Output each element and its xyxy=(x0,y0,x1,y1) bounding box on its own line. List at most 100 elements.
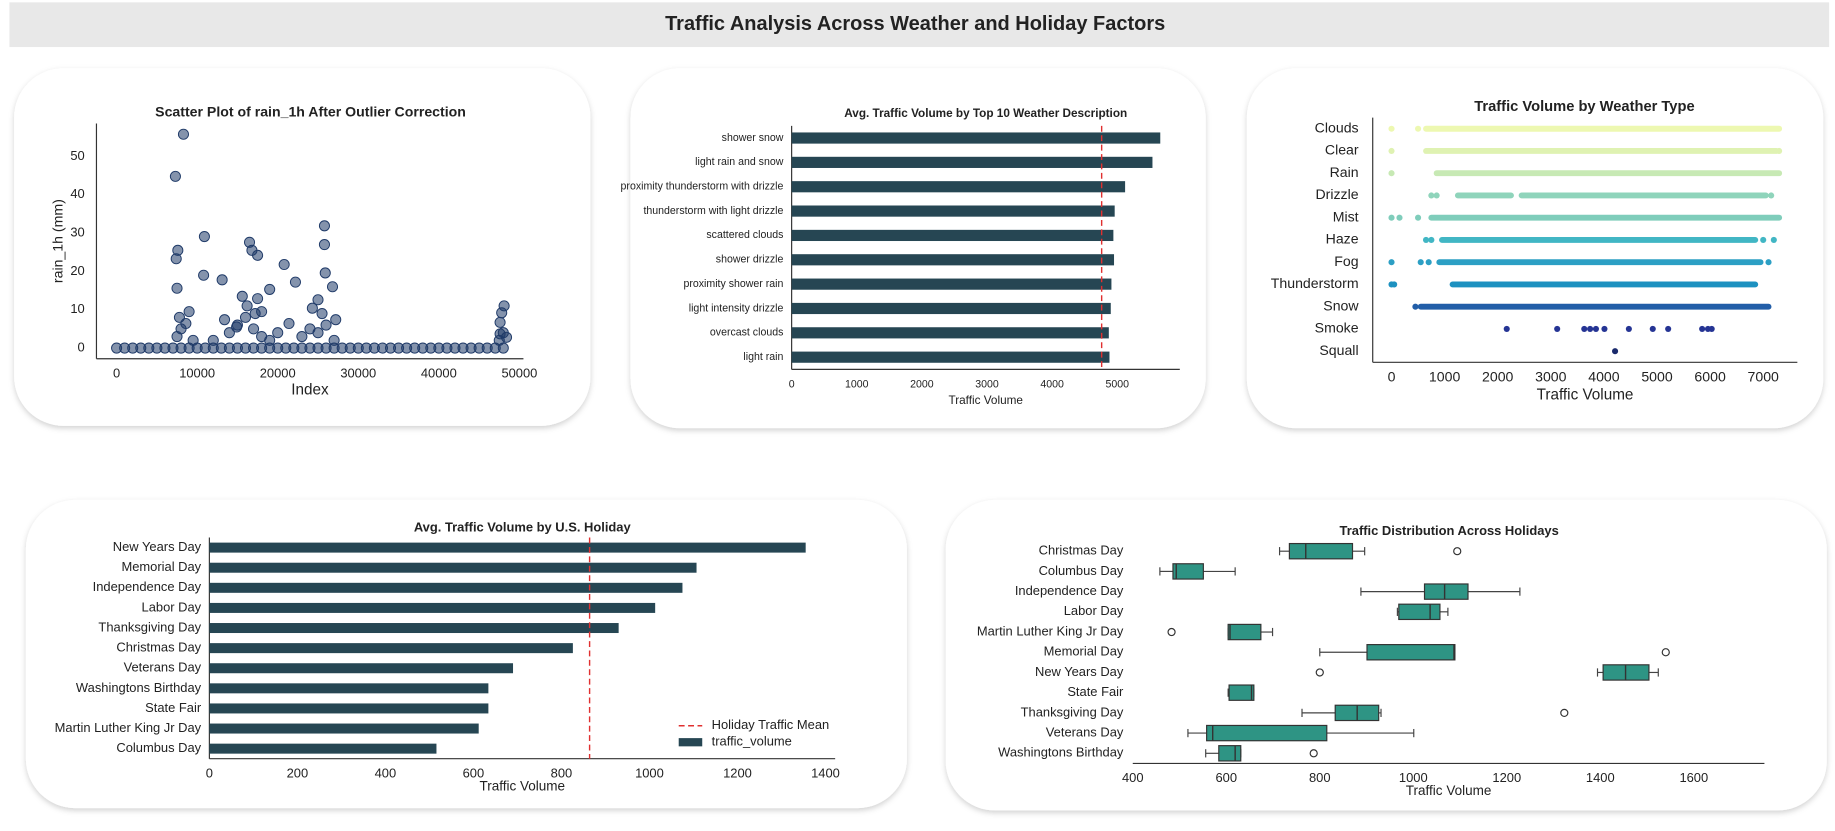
y-tick-label: Rain xyxy=(1330,164,1359,180)
x-tick-label: 400 xyxy=(1122,770,1144,785)
bar xyxy=(209,723,479,734)
scatter-point xyxy=(231,319,243,331)
scatter-point xyxy=(252,293,264,305)
strip-point xyxy=(1581,325,1588,332)
bar xyxy=(791,132,1161,144)
scatter-point xyxy=(496,307,508,319)
y-tick-label: proximity shower rain xyxy=(683,278,783,290)
scatter-point xyxy=(170,253,182,265)
y-tick-label: Clouds xyxy=(1315,119,1359,135)
x-tick-label: 3000 xyxy=(975,378,999,390)
x-tick-label: 600 xyxy=(1215,770,1237,785)
scatter-point xyxy=(223,327,235,339)
strip-point xyxy=(1388,170,1395,177)
box xyxy=(1423,583,1469,600)
strip-point xyxy=(1428,236,1435,244)
x-tick-label: 2000 xyxy=(910,378,934,390)
x-axis-label: Traffic Volume xyxy=(1406,783,1492,798)
strip-point xyxy=(1699,325,1706,332)
scatter-point xyxy=(264,334,276,346)
x-axis-label: Index xyxy=(291,382,329,399)
y-tick-label: Labor Day xyxy=(1064,603,1124,618)
strip-point xyxy=(1776,147,1783,155)
scatter-point xyxy=(216,274,228,286)
bar xyxy=(791,181,1126,193)
strip-point xyxy=(1396,214,1403,221)
x-tick-label: 400 xyxy=(375,765,397,780)
strip-point xyxy=(1415,214,1422,221)
layout: Traffic Analysis Across Weather and Holi… xyxy=(9,2,1830,811)
page-title: Traffic Analysis Across Weather and Holi… xyxy=(665,13,1165,35)
y-tick-label: light rain xyxy=(743,351,783,363)
strip-point xyxy=(1503,325,1510,332)
x-tick-label: 4000 xyxy=(1588,368,1620,384)
strip-point xyxy=(1587,325,1594,332)
y-tick-label: Thunderstorm xyxy=(1271,275,1359,291)
outlier xyxy=(1661,648,1670,657)
strip-point xyxy=(1433,192,1440,199)
scatter-point xyxy=(312,327,324,339)
x-tick-label: 800 xyxy=(551,765,573,780)
strip-point xyxy=(1425,259,1432,266)
bar xyxy=(209,643,573,654)
scatter-point xyxy=(239,311,252,323)
strip-point xyxy=(1765,259,1772,266)
y-tick-label: Thanksgiving Day xyxy=(1021,704,1124,719)
scatter-point xyxy=(207,334,219,346)
box xyxy=(1218,745,1242,762)
y-tick-label: Columbus Day xyxy=(1039,563,1124,578)
outlier xyxy=(1309,749,1318,758)
x-axis-label: Traffic Volume xyxy=(479,779,565,794)
strip-point xyxy=(1625,325,1632,332)
y-tick-label: proximity thunderstorm with drizzle xyxy=(621,181,784,193)
y-tick-label: 20 xyxy=(70,263,84,278)
bar xyxy=(209,542,806,553)
y-tick-label: 10 xyxy=(70,301,84,316)
strip-point xyxy=(1612,348,1619,355)
chart-title: Traffic Volume by Weather Type xyxy=(1474,99,1694,115)
y-tick-label: Smoke xyxy=(1315,320,1359,336)
y-tick-label: 30 xyxy=(70,225,84,240)
box xyxy=(1288,542,1354,560)
box xyxy=(1366,644,1456,661)
legend-swatch xyxy=(678,738,703,747)
scatter-point xyxy=(326,281,339,293)
strip-point xyxy=(1422,236,1430,244)
x-tick-label: 0 xyxy=(206,765,213,780)
scatter-point xyxy=(306,302,318,314)
x-tick-label: 1200 xyxy=(1492,770,1521,785)
legend-label: traffic_volume xyxy=(712,734,792,749)
strip-point xyxy=(1412,303,1419,310)
y-tick-label: Drizzle xyxy=(1315,186,1358,202)
scatter-point xyxy=(328,334,340,346)
chart-title: Scatter Plot of rain_1h After Outlier Co… xyxy=(155,104,466,120)
y-tick-label: Memorial Day xyxy=(1044,644,1124,659)
bar xyxy=(209,562,697,573)
scatter-point xyxy=(236,290,248,302)
scatter-point xyxy=(241,300,253,312)
scatter-point xyxy=(252,249,264,261)
box xyxy=(1227,623,1262,641)
y-tick-label: State Fair xyxy=(1067,684,1124,699)
y-tick-label: 0 xyxy=(78,339,85,354)
strip-point xyxy=(1665,325,1672,332)
x-tick-label: 1000 xyxy=(1399,770,1428,785)
scatter-point xyxy=(175,323,187,335)
y-tick-label: 40 xyxy=(70,186,84,201)
x-tick-label: 200 xyxy=(287,765,309,780)
strip-point xyxy=(1388,214,1395,221)
bar xyxy=(791,254,1115,266)
outlier xyxy=(1167,627,1176,637)
bar xyxy=(791,302,1111,315)
header-bar xyxy=(9,2,1830,48)
x-tick-label: 7000 xyxy=(1748,368,1780,384)
scatter-point xyxy=(318,239,330,251)
outlier xyxy=(1315,668,1324,677)
x-tick-label: 3000 xyxy=(1535,368,1567,384)
box xyxy=(1206,724,1328,742)
scatter-point xyxy=(173,311,185,323)
bar xyxy=(791,327,1109,339)
x-tick-label: 0 xyxy=(789,378,795,390)
scatter-point xyxy=(248,323,260,335)
x-tick-label: 800 xyxy=(1309,770,1331,785)
